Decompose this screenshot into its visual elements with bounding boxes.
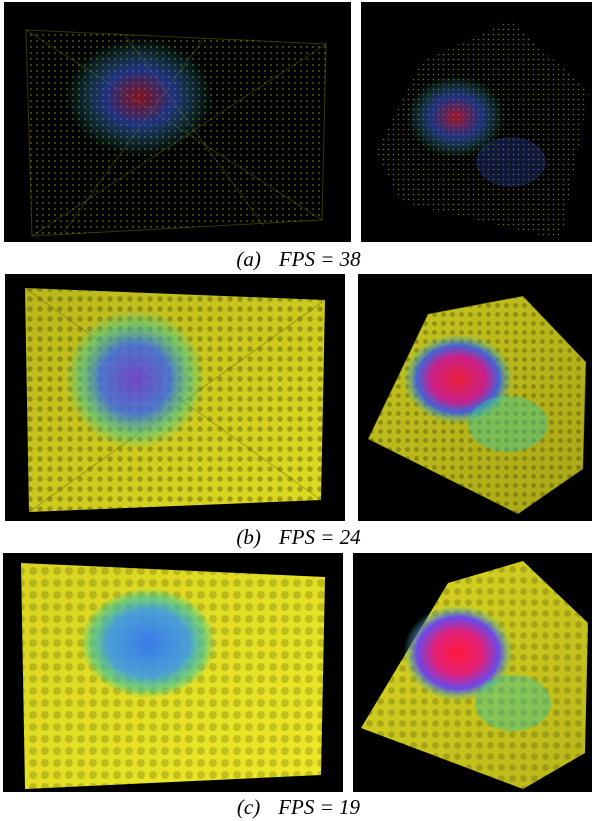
- panel-c-front-view: [3, 553, 343, 792]
- volume-render-a-rotated: [376, 20, 589, 240]
- caption-b-tag: (b): [236, 525, 261, 549]
- caption-a-metric: FPS = 38: [278, 247, 361, 271]
- caption-c-metric: FPS = 19: [278, 795, 361, 819]
- caption-b-metric: FPS = 24: [278, 525, 361, 549]
- caption-c: (c) FPS = 19: [0, 795, 597, 819]
- volume-render-c-rotated: [361, 561, 588, 789]
- caption-c-tag: (c): [236, 795, 261, 819]
- caption-b: (b) FPS = 24: [0, 525, 597, 549]
- panel-a-front-view: [4, 2, 351, 242]
- panel-a-rotated-view: [361, 2, 592, 242]
- panel-b-rotated-view: [358, 274, 592, 521]
- caption-a: (a) FPS = 38: [0, 247, 597, 271]
- volume-render-b-rotated: [367, 295, 587, 515]
- caption-a-tag: (a): [236, 247, 261, 271]
- volume-render-b-front: [24, 287, 326, 513]
- panel-b-front-view: [5, 274, 345, 521]
- volume-render-c-front: [21, 563, 325, 789]
- volume-render-a-front: [25, 29, 327, 237]
- panel-c-rotated-view: [353, 553, 592, 792]
